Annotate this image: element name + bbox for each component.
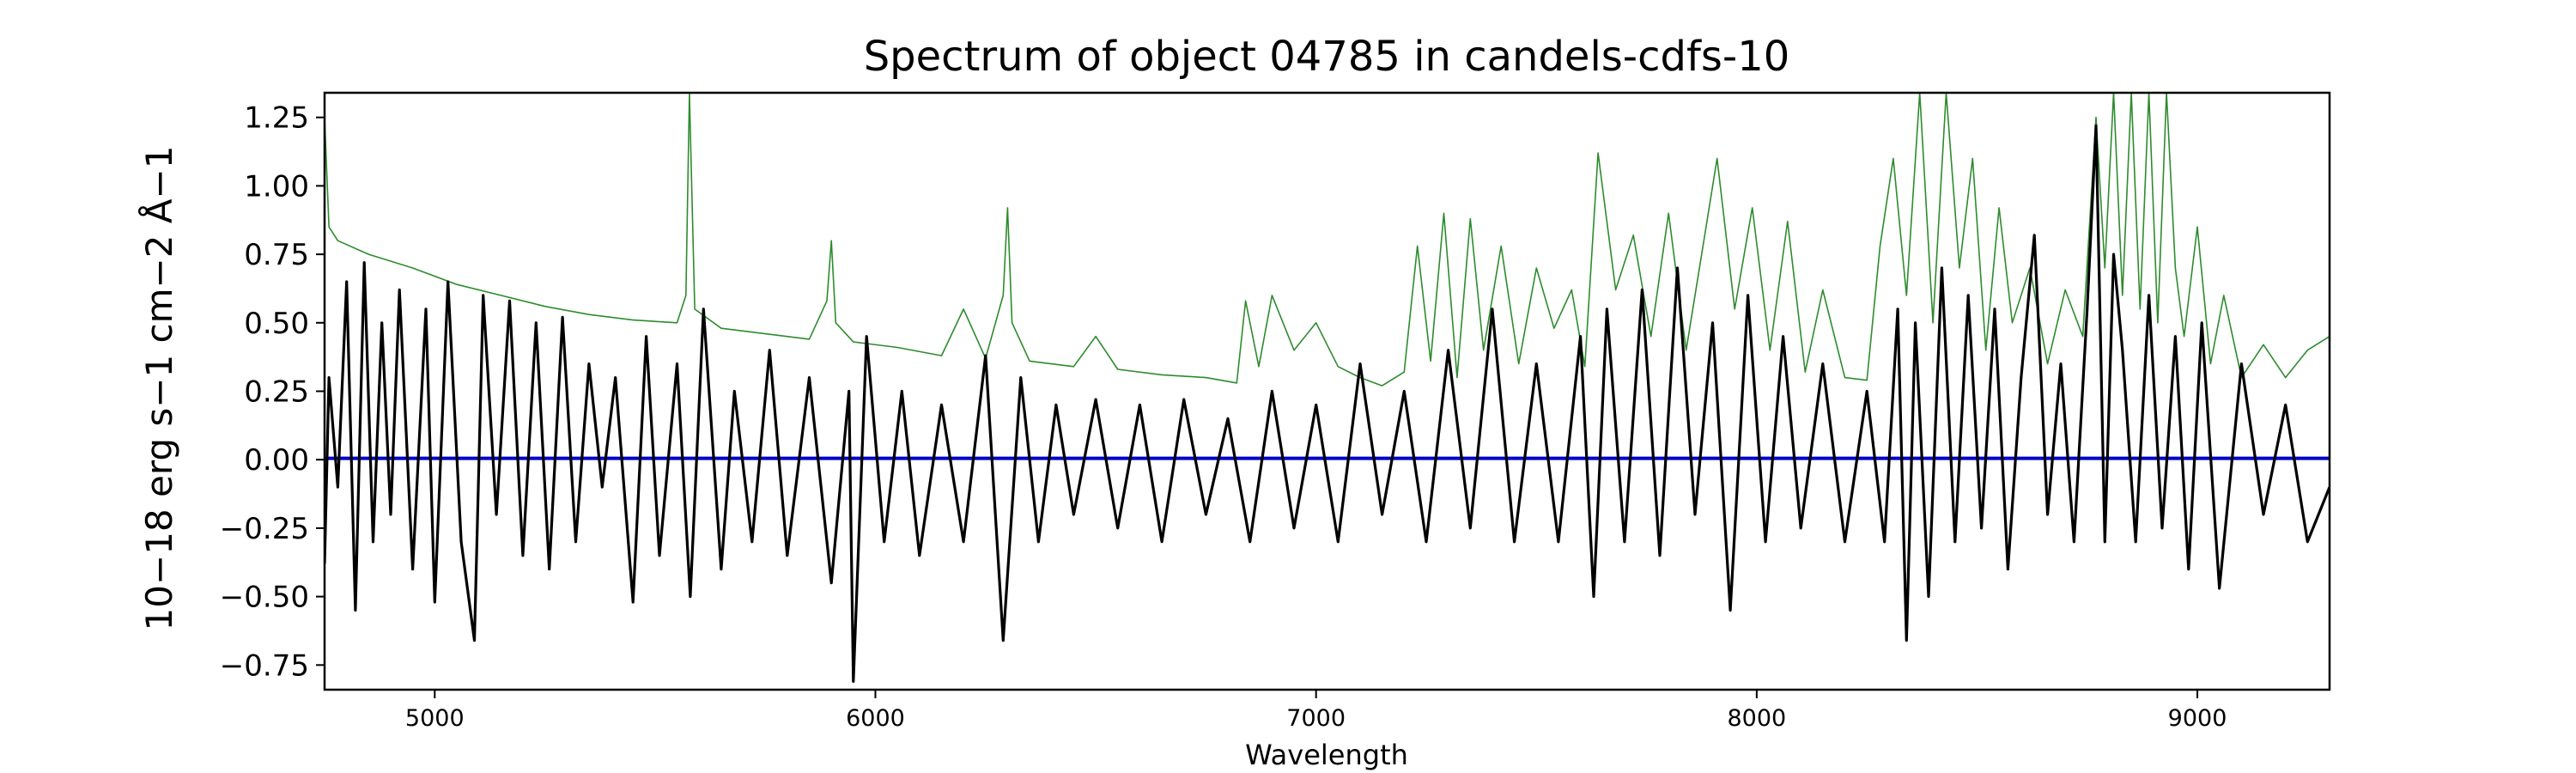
series-line-observed-flux	[325, 124, 2330, 684]
x-tick-label: 8000	[1727, 705, 1786, 732]
y-tick-label: −0.25	[220, 512, 309, 546]
series-line-error-spectrum	[325, 93, 2330, 386]
plot-frame	[323, 91, 2331, 691]
x-tick-label: 7000	[1286, 705, 1346, 732]
x-tick-label: 6000	[846, 705, 905, 732]
y-tick-label: 1.00	[244, 169, 309, 204]
y-tick-label: 0.25	[244, 375, 309, 410]
series-layer	[325, 93, 2330, 684]
y-tick-label: 0.75	[244, 238, 309, 272]
ticks-layer: −0.75 −0.50 −0.25 0.00 0.25 0.50 0.75 1.00 1.25 5…	[220, 101, 2227, 732]
y-axis-label: 10−18 erg s−1 cm−2 Å−1	[137, 146, 180, 631]
x-axis-label: Wavelength	[1245, 739, 1408, 771]
y-tick-label: 0.50	[244, 307, 309, 341]
y-tick-label: −0.50	[220, 581, 309, 615]
chart-title: Spectrum of object 04785 in candels-cdfs…	[864, 33, 1790, 81]
x-tick-label: 5000	[405, 705, 465, 732]
y-tick-label: −0.75	[220, 648, 309, 683]
y-tick-label: 0.00	[244, 443, 309, 478]
y-tick-label: 1.25	[244, 101, 309, 136]
x-tick-label: 9000	[2168, 705, 2227, 732]
